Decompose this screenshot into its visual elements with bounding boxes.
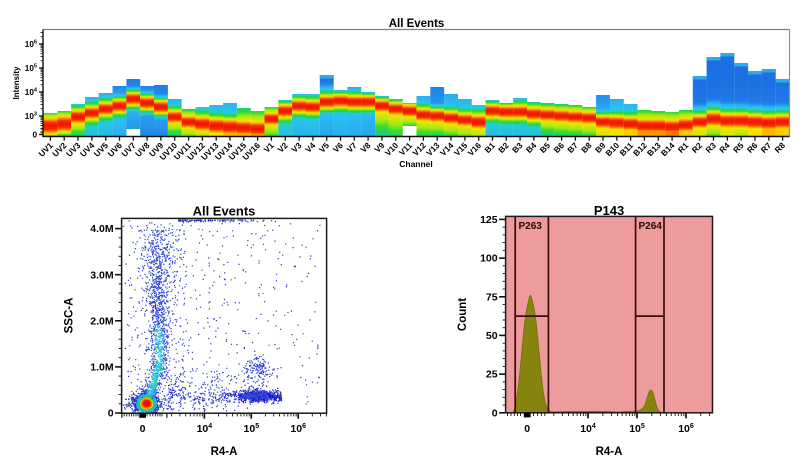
svg-text:50: 50: [486, 330, 498, 342]
svg-text:75: 75: [486, 291, 498, 303]
svg-text:105: 105: [25, 64, 37, 73]
svg-text:1.0M: 1.0M: [90, 362, 114, 374]
svg-text:Intensity: Intensity: [12, 66, 21, 99]
svg-text:SSC-A: SSC-A: [64, 298, 76, 334]
svg-text:0: 0: [524, 423, 530, 435]
svg-text:P263: P263: [519, 221, 543, 232]
svg-text:25: 25: [486, 369, 498, 381]
svg-text:P143: P143: [594, 203, 624, 218]
svg-text:104: 104: [25, 88, 38, 97]
svg-text:4.0M: 4.0M: [90, 223, 114, 235]
svg-text:All Events: All Events: [389, 18, 445, 30]
svg-text:P264: P264: [639, 221, 663, 232]
svg-text:Channel: Channel: [399, 159, 433, 169]
svg-text:2.0M: 2.0M: [90, 315, 114, 327]
svg-text:125: 125: [480, 214, 498, 226]
svg-text:0: 0: [32, 130, 37, 139]
svg-text:106: 106: [25, 40, 37, 49]
svg-text:0: 0: [492, 407, 498, 419]
svg-text:100: 100: [480, 253, 498, 265]
svg-text:All Events: All Events: [193, 204, 256, 219]
svg-text:0: 0: [140, 423, 146, 435]
svg-text:R4-A: R4-A: [596, 446, 623, 458]
svg-text:Count: Count: [457, 298, 469, 331]
svg-text:103: 103: [25, 112, 37, 121]
svg-text:3.0M: 3.0M: [90, 269, 114, 281]
svg-text:0: 0: [108, 408, 114, 420]
svg-text:R4-A: R4-A: [211, 446, 238, 458]
